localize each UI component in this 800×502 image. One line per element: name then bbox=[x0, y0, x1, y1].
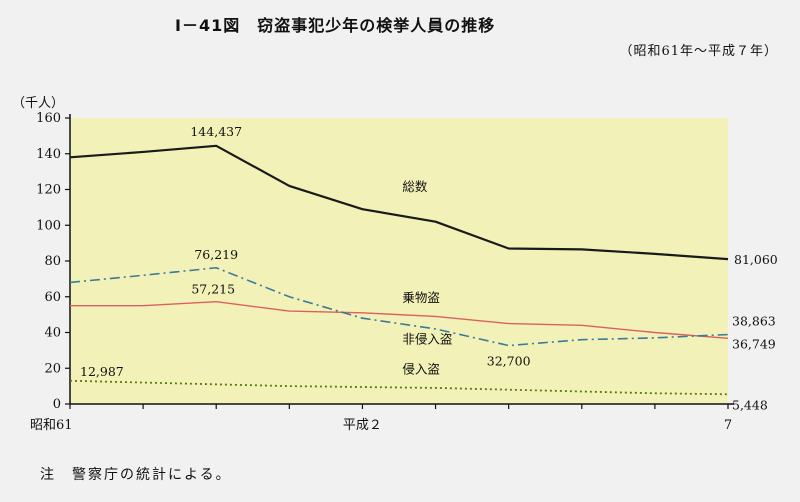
source-note: 注 警察庁の統計による。 bbox=[40, 467, 232, 483]
series-name-label: 侵入盗 bbox=[402, 361, 440, 376]
data-label: 76,219 bbox=[194, 247, 238, 262]
y-tick-label: 40 bbox=[44, 326, 61, 341]
series-line-2 bbox=[69, 266, 729, 347]
x-tick-label: 平成２ bbox=[343, 418, 382, 433]
data-label: 36,749 bbox=[732, 336, 776, 351]
y-tick-label: 20 bbox=[44, 361, 61, 376]
y-tick-label: 100 bbox=[36, 218, 61, 233]
data-label: 57,215 bbox=[191, 282, 235, 297]
y-tick-label: 0 bbox=[53, 397, 61, 412]
y-tick-label: 140 bbox=[36, 147, 61, 162]
y-tick-label: 160 bbox=[36, 111, 61, 126]
x-tick-label: 昭和61 bbox=[30, 418, 73, 433]
y-tick-label: 60 bbox=[44, 290, 61, 305]
data-label: 12,987 bbox=[80, 364, 124, 379]
series-line-0 bbox=[69, 144, 729, 261]
y-tick-label: 120 bbox=[36, 183, 61, 198]
plot-area bbox=[70, 118, 728, 404]
data-label: 144,437 bbox=[190, 124, 242, 139]
y-axis-unit-label: （千人） bbox=[12, 96, 65, 111]
data-label: 32,700 bbox=[487, 354, 531, 369]
data-label: 81,060 bbox=[734, 252, 778, 267]
chart-title: Ⅰ－41図 窃盗事犯少年の検挙人員の推移 bbox=[175, 16, 496, 35]
series-name-label: 非侵入盗 bbox=[402, 331, 452, 346]
series-name-label: 乗物盗 bbox=[402, 290, 440, 305]
data-label: 5,448 bbox=[732, 397, 768, 412]
chart-subtitle: （昭和61年～平成７年） bbox=[619, 44, 778, 59]
series-line-1 bbox=[70, 301, 729, 340]
data-label: 38,863 bbox=[732, 314, 776, 329]
y-tick-label: 80 bbox=[44, 254, 61, 269]
x-tick-label: 7 bbox=[724, 418, 732, 433]
series-name-label: 総数 bbox=[402, 179, 428, 194]
